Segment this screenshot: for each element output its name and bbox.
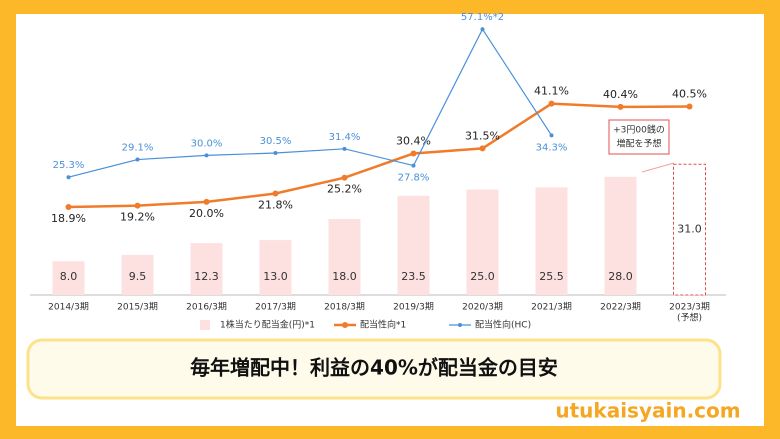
point xyxy=(204,153,209,158)
bar-label: 25.0 xyxy=(470,270,495,283)
point xyxy=(410,150,417,157)
bar-label: 25.5 xyxy=(539,270,564,283)
point-label: 21.8% xyxy=(258,199,293,212)
point-label: 25.3% xyxy=(53,160,85,171)
bar-label: 28.0 xyxy=(608,270,633,283)
point-label: 30.0% xyxy=(191,138,223,149)
point xyxy=(686,103,693,110)
point xyxy=(135,157,140,162)
legend-label: 配当性向(HC) xyxy=(475,319,531,331)
point-label: 40.4% xyxy=(603,88,638,101)
point xyxy=(480,27,485,32)
bar xyxy=(121,254,154,295)
x-tick-label: 2015/3期 xyxy=(117,302,158,313)
bar-label: 8.0 xyxy=(60,270,78,283)
x-tick-label: 2016/3期 xyxy=(186,302,227,313)
site-name: utukaisyain.com xyxy=(555,399,740,423)
legend-dot xyxy=(458,323,462,327)
x-tick-label: 2020/3期 xyxy=(462,302,503,313)
point-label: 31.4% xyxy=(329,132,361,143)
bar xyxy=(328,219,361,295)
point-label: 34.3% xyxy=(536,142,568,153)
annotation-arrow xyxy=(641,162,675,173)
point-label: 41.1% xyxy=(534,85,569,98)
point-label: 57.1%*2 xyxy=(461,12,504,23)
bar-label: 18.0 xyxy=(332,270,357,283)
bar xyxy=(190,243,223,295)
point xyxy=(548,100,555,107)
point xyxy=(203,198,210,205)
bar xyxy=(535,187,568,295)
point-label: 30.4% xyxy=(396,134,431,147)
bar xyxy=(259,240,292,295)
banner-text: 毎年増配中！利益の40%が配当金の目安 xyxy=(190,356,558,380)
bar-label: 23.5 xyxy=(401,270,426,283)
legend-swatch xyxy=(200,320,210,330)
bar-label: 13.0 xyxy=(263,270,288,283)
line xyxy=(68,27,553,178)
point xyxy=(272,190,279,197)
legend-dot xyxy=(342,322,348,328)
annotation-box xyxy=(608,119,670,155)
bar xyxy=(466,189,499,295)
x-tick-label: 2019/3期 xyxy=(393,302,434,313)
point-label: 18.9% xyxy=(51,212,86,225)
line xyxy=(68,102,690,209)
x-tick-label: 2021/3期 xyxy=(531,302,572,313)
point-label: 30.5% xyxy=(260,136,292,147)
point xyxy=(617,103,624,110)
bar-label: 12.3 xyxy=(194,270,219,283)
point-label: 25.2% xyxy=(327,183,362,196)
legend-label: 配当性向*1 xyxy=(360,319,406,331)
point xyxy=(65,204,72,211)
point xyxy=(549,133,554,138)
bar-label: 9.5 xyxy=(129,270,147,283)
point xyxy=(341,174,348,181)
bar-label: 31.0 xyxy=(677,223,702,236)
bar xyxy=(604,176,637,295)
x-tick-label: 2017/3期 xyxy=(255,302,296,313)
x-tick-label: 2022/3期 xyxy=(600,302,641,313)
x-tick-label: 2014/3期 xyxy=(48,302,89,313)
bar xyxy=(673,163,706,296)
point-label: 40.5% xyxy=(672,87,707,100)
point-label: 19.2% xyxy=(120,211,155,224)
point xyxy=(66,175,71,180)
bar xyxy=(52,261,85,295)
bar xyxy=(397,195,430,295)
point xyxy=(411,163,416,168)
point xyxy=(342,146,347,151)
legend-label: 1株当たり配当金(円)*1 xyxy=(220,319,315,331)
x-tick-label: 2023/3期 xyxy=(669,302,710,313)
point-label: 29.1% xyxy=(122,143,154,154)
point xyxy=(479,145,486,152)
point-label: 31.5% xyxy=(465,129,500,142)
x-tick-label: 2018/3期 xyxy=(324,302,365,313)
banner-box xyxy=(26,338,722,400)
annotation-text: 増配を予想 xyxy=(616,138,661,150)
point xyxy=(273,151,278,156)
x-tick-note: (予想) xyxy=(677,312,702,324)
point-label: 20.0% xyxy=(189,207,224,220)
point-label: 27.8% xyxy=(398,173,430,184)
point xyxy=(134,202,141,209)
annotation-text: +3円00銭の xyxy=(613,124,665,136)
